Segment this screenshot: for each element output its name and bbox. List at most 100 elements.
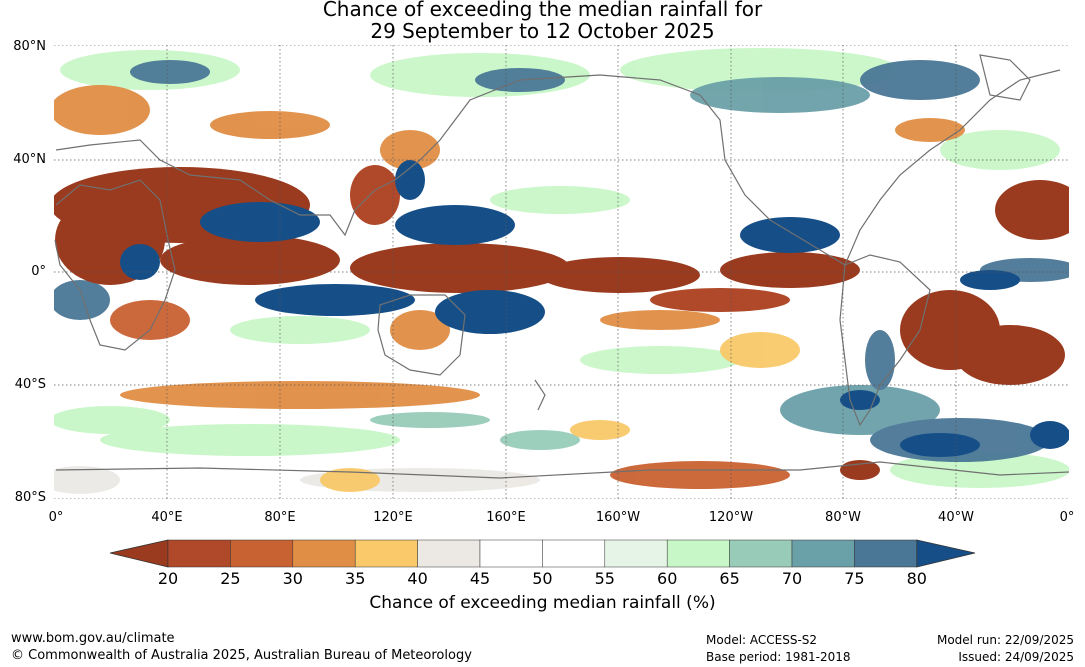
field-patch [435, 290, 545, 334]
field-patch [490, 186, 630, 214]
colorbar-label: Chance of exceeding median rainfall (%) [369, 593, 716, 613]
lon-label-160e: 160°E [486, 510, 526, 525]
colorbar-tick: 50 [532, 569, 553, 588]
field-patch [370, 412, 490, 428]
field-patch [600, 310, 720, 330]
lat-label-40n: 40°N [13, 152, 46, 167]
footer-model: Model: ACCESS-S2 [706, 633, 818, 647]
field-patch [255, 284, 415, 316]
footer-model-run: Model run: 22/09/2025 [936, 633, 1074, 647]
lat-label-equator: 0° [31, 264, 46, 279]
colorbar-tick: 25 [220, 569, 241, 588]
field-patch [540, 257, 700, 293]
field-patch [500, 430, 580, 450]
lat-label-40s: 40°S [14, 377, 46, 392]
lon-label-0-left: 0° [48, 510, 64, 525]
field-patch [350, 165, 400, 225]
lon-label-160w: 160°W [595, 510, 641, 525]
coastline-north-america [699, 69, 1061, 266]
lat-label-80s: 80°S [14, 490, 46, 505]
colorbar-tick: 55 [594, 569, 615, 588]
coastline-antarctica [55, 461, 1069, 479]
footer-base-period: Base period: 1981-2018 [706, 650, 851, 664]
field-patch [320, 468, 380, 492]
lon-label-80w: 80°W [825, 510, 861, 525]
field-patch [1030, 421, 1069, 449]
colorbar-high-arrow [916, 539, 976, 568]
colorbar-bin [479, 539, 543, 568]
colorbar-bin [354, 539, 418, 568]
field-patch [54, 85, 150, 135]
field-patch [865, 330, 895, 390]
field-patch [570, 420, 630, 440]
colorbar-bin [292, 539, 356, 568]
field-patch [960, 270, 1020, 290]
colorbar-tick: 60 [657, 569, 678, 588]
lon-label-80e: 80°E [264, 510, 296, 525]
colorbar-tick: 40 [407, 569, 428, 588]
footer-issued: Issued: 24/09/2025 [958, 650, 1074, 664]
colorbar-tick: 75 [844, 569, 865, 588]
field-patch [160, 235, 340, 285]
colorbar-low-arrow [109, 539, 169, 568]
colorbar-bin [542, 539, 606, 568]
field-patch [210, 111, 330, 139]
colorbar-bin [729, 539, 793, 568]
field-patch [610, 461, 790, 489]
lon-label-120e: 120°E [373, 510, 413, 525]
colorbar-tick: 30 [282, 569, 303, 588]
field-patch [580, 346, 740, 374]
field-patch [120, 381, 480, 409]
field-patch [720, 252, 860, 288]
colorbar-tick: 70 [781, 569, 803, 588]
field-patch [650, 288, 790, 312]
field-patch [955, 325, 1065, 385]
field-patch [120, 244, 160, 280]
lon-label-40w: 40°W [938, 510, 974, 525]
map-field [54, 45, 1069, 499]
field-patch [54, 406, 170, 434]
coastline-australia [377, 294, 466, 376]
colorbar-tick: 20 [157, 569, 179, 588]
coastline-eurasia [55, 74, 701, 237]
field-patch [395, 205, 515, 245]
field-patch [740, 217, 840, 253]
field-patch [54, 466, 120, 494]
lon-label-0-right: 0° [1059, 510, 1075, 525]
coastline-south-america [839, 254, 931, 427]
field-patch [395, 160, 425, 200]
colorbar-bin [854, 539, 918, 568]
colorbar-bin [167, 539, 231, 568]
field-patch [690, 77, 870, 113]
field-patch [110, 300, 190, 340]
field-patch [350, 243, 570, 293]
coastline-africa [54, 179, 176, 351]
field-patch [860, 60, 980, 100]
map-title-line-2: 29 September to 12 October 2025 [370, 19, 715, 43]
field-patch [995, 180, 1069, 240]
colorbar-tick: 45 [469, 569, 491, 588]
field-patch [230, 316, 370, 344]
field-patch [840, 390, 880, 410]
lat-label-80n: 80°N [13, 39, 46, 54]
lon-label-40e: 40°E [151, 510, 183, 525]
field-patch [900, 433, 980, 457]
field-patch [720, 332, 800, 368]
field-patch [54, 280, 110, 320]
colorbar-bin [666, 539, 730, 568]
field-patch [895, 118, 965, 142]
coastlines [54, 54, 1069, 479]
colorbar-bin [230, 539, 294, 568]
lon-label-120w: 120°W [708, 510, 754, 525]
colorbar-tick: 35 [345, 569, 366, 588]
field-patch [130, 60, 210, 84]
footer-copyright: © Commonwealth of Australia 2025, Austra… [11, 648, 472, 663]
field-patch [390, 310, 450, 350]
colorbar-bin [417, 539, 481, 568]
colorbar-tick: 65 [719, 569, 740, 588]
colorbar [109, 539, 976, 568]
colorbar-tick: 80 [906, 569, 927, 588]
field-patch [100, 424, 400, 456]
map-title-line-1: Chance of exceeding the median rainfall … [322, 0, 763, 21]
